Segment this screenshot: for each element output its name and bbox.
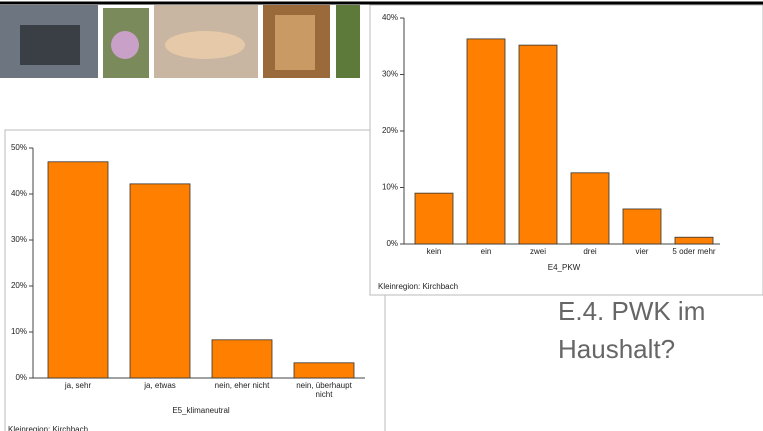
y-tick-label: 30% — [382, 70, 398, 79]
y-tick-label: 40% — [11, 189, 27, 198]
bar — [466, 38, 506, 245]
photo-strip — [0, 5, 360, 78]
x-tick-label: ein — [480, 247, 492, 256]
bar — [129, 183, 191, 379]
y-tick-label: 20% — [11, 281, 27, 290]
y-tick-label: 10% — [382, 183, 398, 192]
chart-note: Kleinregion: Kirchbach — [8, 425, 88, 431]
x-tick-label: nein, überhaupt nicht — [296, 381, 352, 399]
y-tick-label: 30% — [11, 235, 27, 244]
x-tick-label: nein, eher nicht — [214, 381, 270, 390]
bar — [518, 44, 558, 245]
x-tick-label: drei — [583, 247, 597, 256]
x-tick-label: kein — [426, 247, 442, 256]
y-tick-label: 0% — [386, 239, 398, 248]
x-tick-label: 5 oder mehr — [672, 247, 716, 256]
y-tick-label: 20% — [382, 126, 398, 135]
y-tick-label: 0% — [15, 373, 27, 382]
right-chart-frame — [369, 4, 763, 296]
y-tick-label: 10% — [11, 327, 27, 336]
slide-title: E.4. PWK im Haushalt? — [558, 296, 706, 364]
y-tick-label: 50% — [11, 143, 27, 152]
x-tick-label: zwei — [529, 247, 546, 256]
x-tick-label: vier — [635, 247, 649, 256]
x-axis-label: E4_PKW — [548, 263, 581, 272]
bar — [47, 161, 109, 379]
bar — [570, 172, 610, 245]
chart-note: Kleinregion: Kirchbach — [378, 282, 458, 291]
x-axis-label: E5_klimaneutral — [172, 406, 230, 415]
bar — [414, 192, 454, 245]
y-tick-label: 40% — [382, 13, 398, 22]
bar — [622, 208, 662, 245]
x-tick-label: ja, etwas — [144, 381, 176, 390]
bar — [674, 236, 714, 245]
x-tick-label: ja, sehr — [64, 381, 92, 390]
bar — [211, 339, 273, 379]
bar — [293, 362, 355, 379]
